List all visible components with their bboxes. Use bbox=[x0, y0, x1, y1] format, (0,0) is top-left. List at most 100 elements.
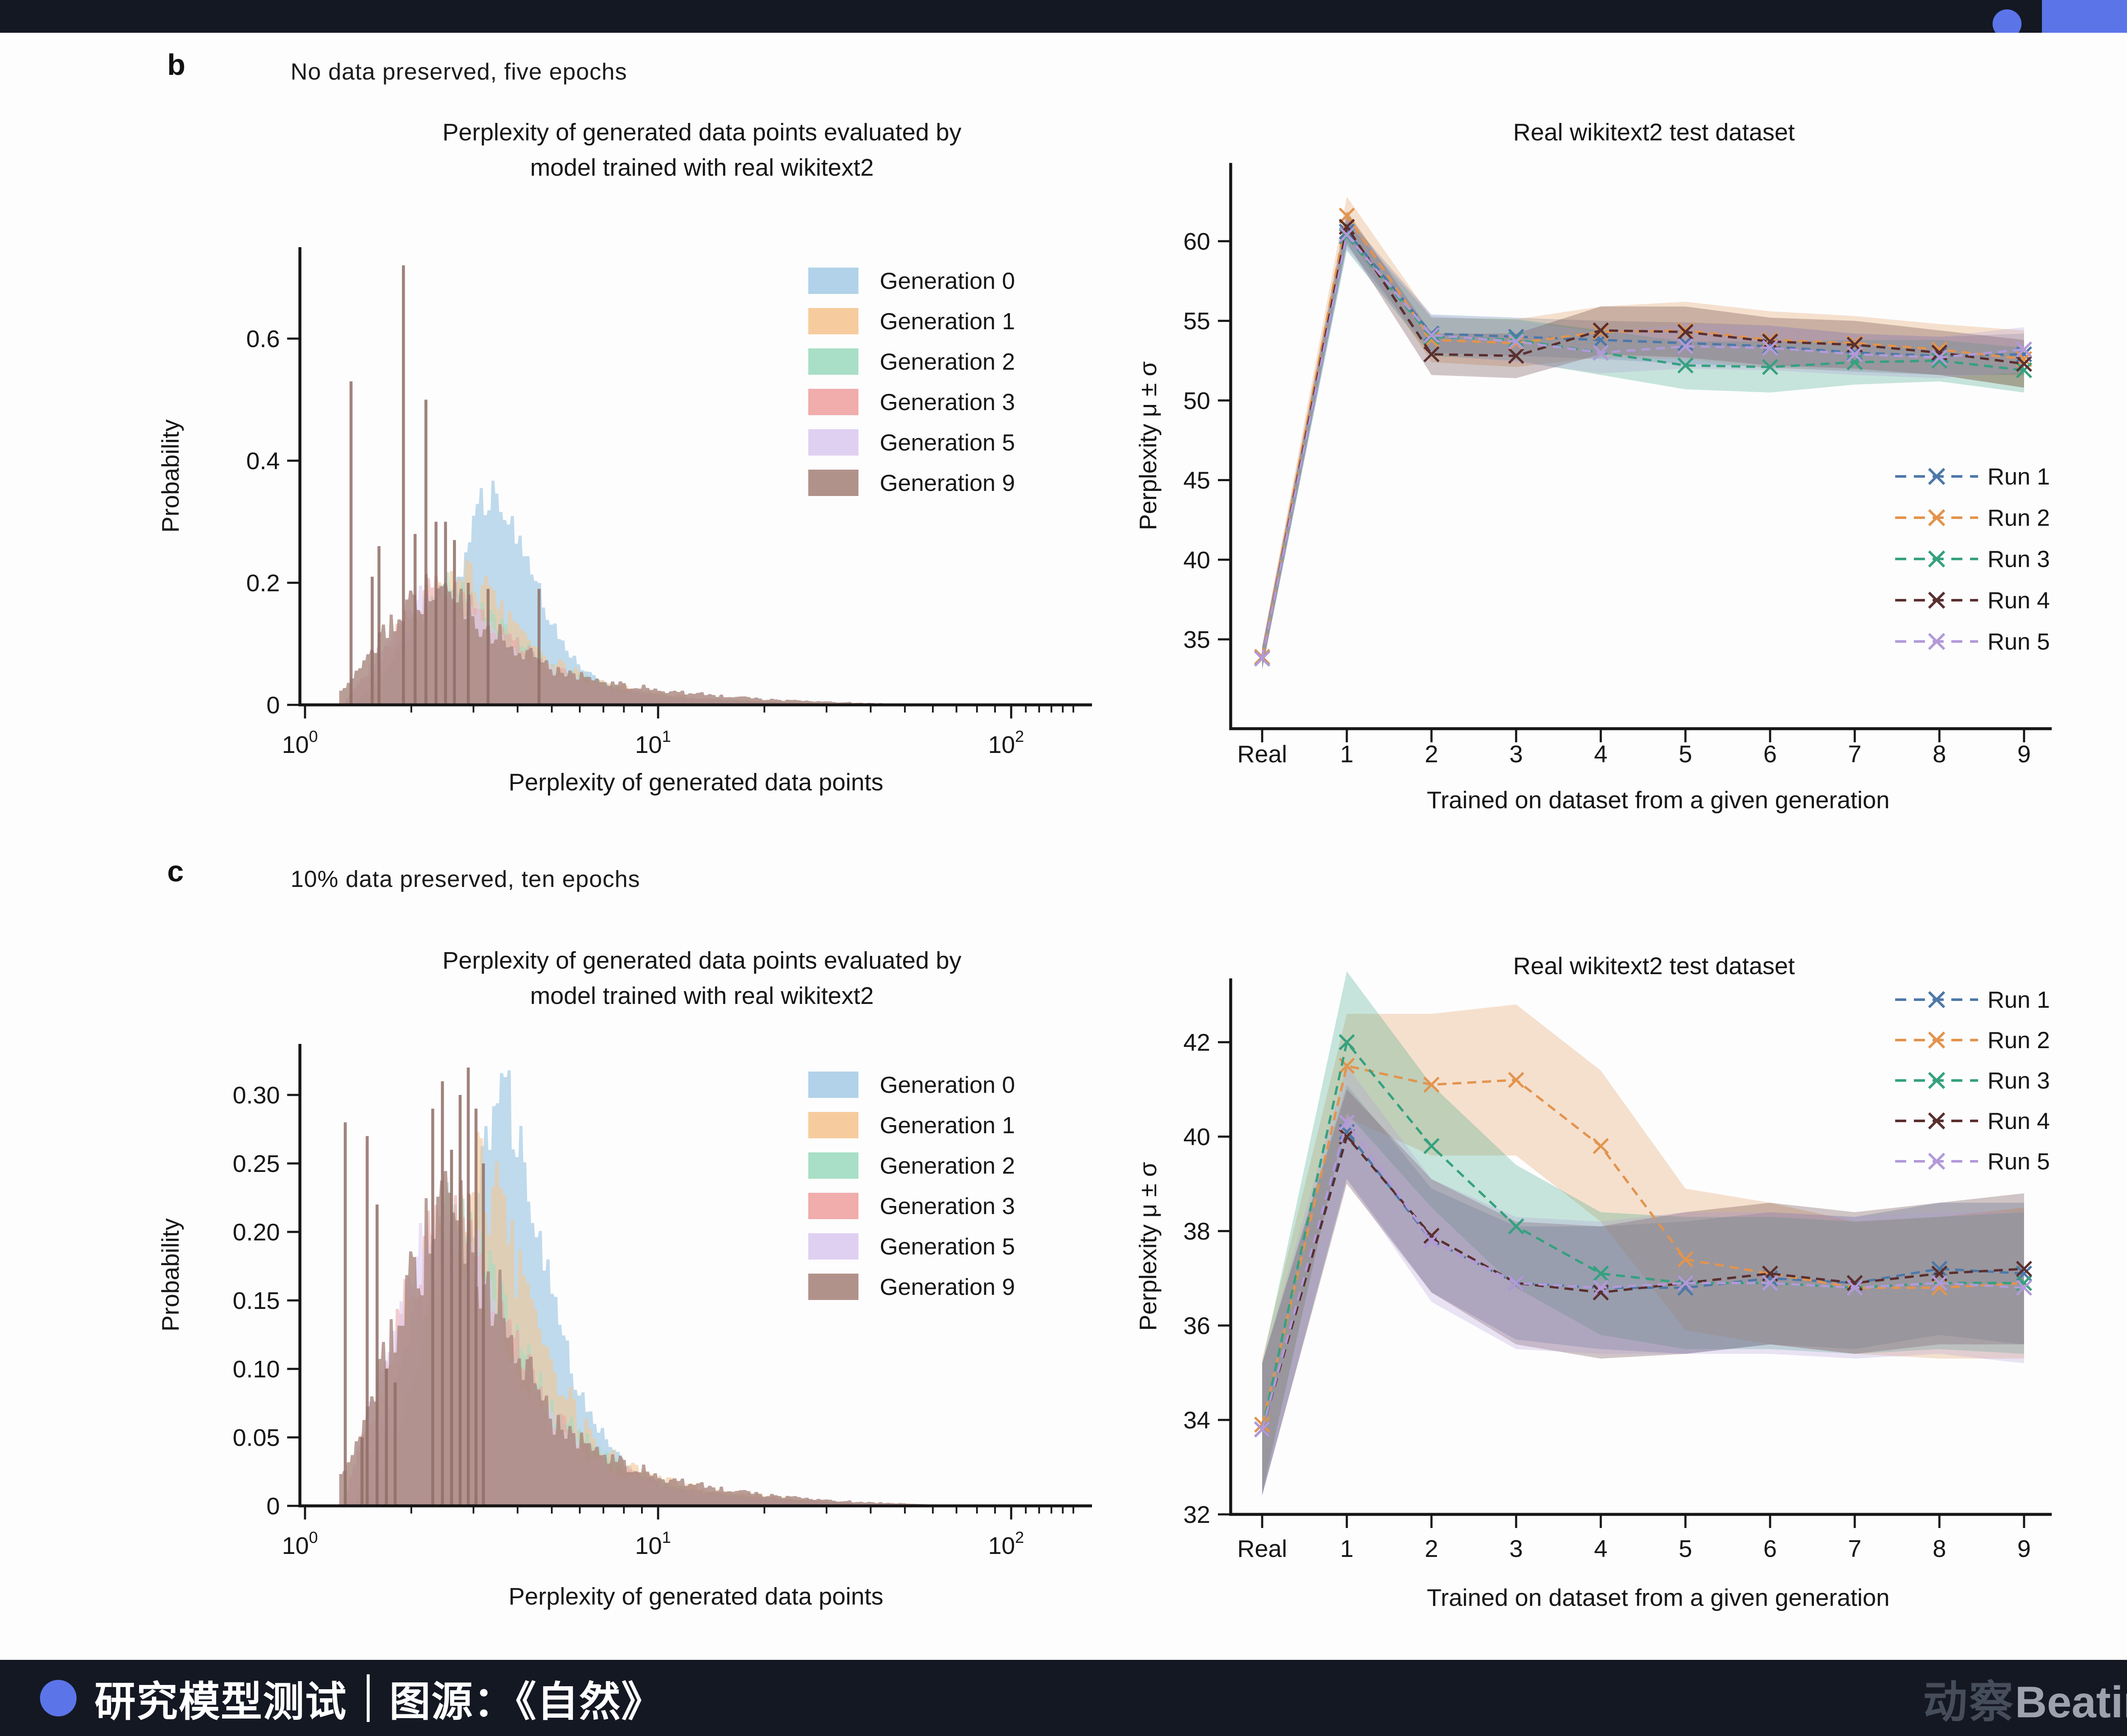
svg-text:3: 3 bbox=[1509, 1535, 1523, 1562]
svg-text:2: 2 bbox=[1425, 741, 1438, 768]
svg-text:102: 102 bbox=[988, 1529, 1024, 1559]
tick-labels: 0 0.05 0.10 0.15 0.20 0.25 0.30 100 101 102 bbox=[233, 1082, 1024, 1559]
legend: Generation 0 Generation 1 Generation 2 Gene… bbox=[808, 1072, 1015, 1300]
line-chart-c: Real wikitext2 test dataset323436384042R… bbox=[1135, 952, 2052, 1611]
svg-text:0.4: 0.4 bbox=[246, 448, 280, 475]
ticks bbox=[287, 1094, 1075, 1519]
x-axis-label: Perplexity of generated data points bbox=[509, 769, 884, 796]
y-axis-label: Probability bbox=[157, 1218, 184, 1331]
svg-text:Perplexity of generated data p: Perplexity of generated data points eval… bbox=[442, 119, 961, 146]
chart-title: Perplexity of generated data points eval… bbox=[442, 119, 961, 181]
y-axis-label: Perplexity μ ± σ bbox=[1135, 361, 1162, 530]
svg-text:0.05: 0.05 bbox=[233, 1424, 280, 1451]
histogram-chart-c: Perplexity of generated data points eval… bbox=[157, 947, 1092, 1610]
svg-text:45: 45 bbox=[1183, 467, 1210, 494]
run-lines bbox=[1254, 208, 2032, 667]
svg-text:0: 0 bbox=[266, 1493, 280, 1520]
svg-text:32: 32 bbox=[1183, 1501, 1210, 1528]
svg-text:0.2: 0.2 bbox=[246, 570, 280, 597]
brand-logo-en: Beating bbox=[2015, 1678, 2127, 1727]
line-chart-b: Real wikitext2 test dataset354045505560R… bbox=[1135, 119, 2052, 814]
run-line-run-1 bbox=[1261, 1129, 2024, 1430]
svg-text:0.15: 0.15 bbox=[233, 1287, 280, 1314]
svg-text:101: 101 bbox=[635, 1529, 671, 1559]
svg-text:Real: Real bbox=[1237, 1535, 1287, 1562]
svg-text:42: 42 bbox=[1183, 1029, 1210, 1056]
run-markers bbox=[1254, 227, 2032, 667]
histogram-spikes bbox=[349, 265, 541, 705]
svg-text:4: 4 bbox=[1594, 1535, 1608, 1562]
brand-logo: 动察Beating bbox=[1923, 1666, 2127, 1730]
accent-block bbox=[2042, 0, 2127, 33]
legend-label: Run 5 bbox=[1987, 1148, 2050, 1174]
hist-area-generation-9 bbox=[339, 1171, 933, 1506]
legend-label: Generation 3 bbox=[880, 1193, 1015, 1219]
svg-text:0.20: 0.20 bbox=[233, 1219, 280, 1246]
svg-text:5: 5 bbox=[1679, 1535, 1692, 1562]
legend-label: Generation 1 bbox=[880, 308, 1015, 334]
chart-title: Real wikitext2 test dataset bbox=[1513, 952, 1795, 980]
legend-label: Generation 5 bbox=[880, 429, 1015, 456]
run-lines bbox=[1254, 1034, 2032, 1438]
svg-text:0.6: 0.6 bbox=[246, 325, 280, 353]
ticks bbox=[1218, 1041, 2025, 1528]
svg-text:7: 7 bbox=[1848, 741, 1862, 768]
run-markers bbox=[1254, 1114, 2032, 1438]
brand-logo-cn: 动察 bbox=[1923, 1678, 2015, 1727]
ticks bbox=[287, 337, 1075, 718]
axes bbox=[1229, 978, 2052, 1516]
legend-label: Generation 9 bbox=[880, 1274, 1015, 1300]
histogram-chart-b: Perplexity of generated data points eval… bbox=[157, 119, 1092, 796]
legend-label: Run 4 bbox=[1987, 1108, 2050, 1134]
legend-swatch bbox=[808, 470, 858, 496]
x-axis-label: Trained on dataset from a given generati… bbox=[1427, 787, 1890, 814]
svg-text:Perplexity of generated data p: Perplexity of generated data points eval… bbox=[442, 947, 961, 974]
svg-text:1: 1 bbox=[1340, 741, 1354, 768]
legend-label: Run 1 bbox=[1987, 463, 2050, 490]
sigma-bands bbox=[1262, 971, 2024, 1496]
run-line-run-1 bbox=[1261, 229, 2024, 659]
svg-text:1: 1 bbox=[1340, 1535, 1354, 1562]
footer-bar: 研究模型测试 图源：《自然》 动察Beating bbox=[0, 1660, 2127, 1736]
svg-text:2: 2 bbox=[1425, 1535, 1438, 1562]
svg-text:34: 34 bbox=[1183, 1407, 1210, 1434]
svg-text:8: 8 bbox=[1933, 741, 1946, 768]
legend-label: Run 5 bbox=[1987, 628, 2050, 655]
top-bar bbox=[0, 0, 2127, 33]
legend-swatch bbox=[808, 348, 858, 375]
legend-label: Run 3 bbox=[1987, 546, 2050, 572]
svg-text:9: 9 bbox=[2017, 1535, 2031, 1562]
legend-label: Run 2 bbox=[1987, 505, 2050, 531]
svg-text:5: 5 bbox=[1679, 741, 1692, 768]
panel-b-letter: b bbox=[167, 48, 185, 81]
footer-caption-main: 研究模型测试 bbox=[94, 1679, 347, 1725]
panel-b-header: No data preserved, five epochs bbox=[291, 58, 627, 85]
legend: Run 1 Run 2 Run 3 Run 4 Run 5 bbox=[1895, 463, 2050, 655]
legend-label: Run 3 bbox=[1987, 1067, 2050, 1094]
legend-label: Generation 2 bbox=[880, 1152, 1015, 1179]
legend-label: Generation 0 bbox=[880, 1072, 1015, 1098]
legend-label: Run 4 bbox=[1987, 587, 2050, 613]
svg-text:55: 55 bbox=[1183, 308, 1210, 335]
svg-text:model trained with real wikite: model trained with real wikitext2 bbox=[530, 982, 874, 1009]
chart-title: Real wikitext2 test dataset bbox=[1513, 119, 1795, 146]
svg-text:0.30: 0.30 bbox=[233, 1082, 280, 1109]
legend-label: Generation 9 bbox=[880, 470, 1015, 496]
chart-title: Perplexity of generated data points eval… bbox=[442, 947, 961, 1009]
axes bbox=[1229, 163, 2052, 730]
run-line-run-5 bbox=[1261, 1120, 2024, 1430]
histogram-spikes bbox=[344, 1067, 485, 1506]
run-line-run-3 bbox=[1261, 234, 2024, 659]
axes bbox=[298, 247, 1092, 707]
svg-text:8: 8 bbox=[1933, 1535, 1946, 1562]
footer-dot-icon bbox=[40, 1679, 77, 1716]
svg-text:6: 6 bbox=[1763, 1535, 1777, 1562]
legend-label: Generation 0 bbox=[880, 268, 1015, 294]
legend-swatch bbox=[808, 1274, 858, 1300]
legend-swatch bbox=[808, 389, 858, 415]
svg-text:100: 100 bbox=[282, 1529, 318, 1559]
svg-text:9: 9 bbox=[2017, 741, 2031, 768]
panel-c-header: 10% data preserved, ten epochs bbox=[291, 866, 640, 892]
